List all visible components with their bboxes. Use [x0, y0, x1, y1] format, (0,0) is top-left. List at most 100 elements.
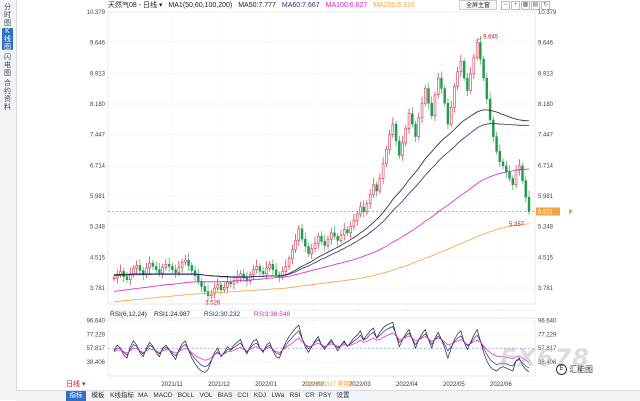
- candle-body: [297, 228, 301, 241]
- tab-lightning[interactable]: 闪电图: [4, 54, 11, 77]
- price-chart[interactable]: 10.379 10.379 9.646 9.646 8.913 8.913 8.180 8.1…: [0, 0, 640, 390]
- y-tick-label-right: 9.646: [538, 41, 554, 47]
- candle-body: [313, 243, 317, 250]
- candle-body: [427, 88, 430, 104]
- fullscreen-button[interactable]: 全屏主窗: [459, 0, 497, 10]
- candle-body: [417, 117, 420, 137]
- candle-body: [184, 259, 187, 263]
- candle-body: [255, 266, 258, 270]
- tab-kdj[interactable]: KDJ: [253, 392, 267, 399]
- candle-body: [125, 276, 129, 280]
- candle-body: [521, 165, 524, 181]
- candle-body: [518, 165, 521, 171]
- tab-lwa[interactable]: LWa: [271, 392, 285, 399]
- tab-ma[interactable]: MA: [138, 392, 148, 399]
- ma-title: MA1(50,60,100,200): [168, 2, 233, 9]
- candle-body: [261, 271, 265, 275]
- tab-template[interactable]: 模板: [91, 392, 105, 399]
- chart-icon[interactable]: ▤: [531, 1, 540, 10]
- last-price-arrow-icon: [569, 208, 573, 215]
- candle-body: [167, 264, 171, 267]
- candle-body: [223, 287, 226, 291]
- ma60-line: [114, 123, 530, 278]
- candle-body: [385, 148, 388, 165]
- grid-icon[interactable]: ▦: [521, 1, 530, 10]
- y-tick-label-left: 8.913: [90, 71, 106, 77]
- y-tick-label-right: 5.248: [538, 225, 554, 231]
- minus-icon[interactable]: −: [501, 1, 510, 10]
- candle-body: [433, 94, 437, 116]
- tab-indicator[interactable]: 指标: [66, 391, 86, 401]
- candle-body: [449, 107, 453, 125]
- candle-body: [388, 134, 391, 150]
- candle-body: [171, 266, 174, 270]
- candle-body: [339, 234, 343, 241]
- period-selector[interactable]: 日线 ▾: [66, 381, 86, 388]
- rsi-y-tick-left: 38.406: [87, 360, 106, 366]
- candle-body: [320, 235, 323, 242]
- tab-psy[interactable]: PSY: [318, 392, 332, 399]
- tab-macd[interactable]: MACD: [153, 392, 173, 399]
- candle-body: [268, 264, 271, 269]
- tab-boll[interactable]: BOLL: [177, 392, 195, 399]
- candle-body: [294, 240, 297, 250]
- candle-body: [475, 42, 479, 58]
- tab-settings[interactable]: 设置: [336, 392, 350, 399]
- tab-rsi[interactable]: RSI: [289, 392, 301, 399]
- candle-body: [193, 270, 197, 276]
- y-tick-label-left: 10.379: [87, 10, 106, 16]
- candle-body: [469, 73, 472, 91]
- plus-icon[interactable]: +: [511, 1, 520, 10]
- tab-vol[interactable]: VOL: [199, 392, 213, 399]
- tab-cr[interactable]: CR: [305, 392, 315, 399]
- symbol-selector[interactable]: 天然气08 - 日线 ▾: [108, 2, 163, 9]
- tab-kline[interactable]: K线图: [2, 28, 13, 51]
- y-tick-label-right: 4.515: [538, 255, 554, 261]
- period-label[interactable]: 日线: [66, 381, 80, 388]
- rsi-y-tick-right: 38.406: [538, 360, 557, 366]
- candle-body: [391, 123, 395, 135]
- tab-kline-indicator[interactable]: K线指标: [110, 392, 134, 399]
- candle-body: [245, 277, 249, 282]
- candle-body: [359, 206, 362, 215]
- refresh-icon[interactable]: ↻: [541, 1, 550, 10]
- candle-body: [378, 178, 382, 192]
- candle-body: [284, 266, 288, 272]
- rsi-y-tick-left: 96.640: [87, 318, 106, 324]
- rsi-panel-frame: [107, 317, 536, 377]
- y-tick-label-left: 5.981: [90, 194, 106, 200]
- candle-body: [456, 71, 459, 87]
- candle-body: [362, 206, 365, 213]
- candle-body: [466, 77, 469, 91]
- tab-cci[interactable]: CCI: [237, 392, 249, 399]
- crosshair-date-label: 2022/02/17 星期四: [306, 380, 356, 388]
- candle-body: [226, 281, 229, 288]
- candle-body: [164, 264, 168, 268]
- rsi3-line: [113, 332, 530, 363]
- candle-body: [265, 267, 268, 275]
- rsi-y-tick-left: 57.817: [87, 346, 106, 352]
- tab-contract-info[interactable]: 合约资料: [4, 80, 11, 111]
- candle-body: [300, 228, 304, 240]
- candle-body: [323, 240, 326, 246]
- candle-body: [248, 274, 252, 282]
- x-tick-label: 2022/06: [490, 382, 512, 388]
- low-annotation: 3.526: [205, 301, 221, 307]
- candle-body: [174, 269, 177, 273]
- candle-body: [482, 58, 485, 79]
- candle-body: [527, 197, 531, 212]
- candle-body: [420, 102, 424, 119]
- tab-bias[interactable]: BIAS: [217, 392, 233, 399]
- high-annotation: 9.645: [483, 35, 499, 41]
- candle-body: [216, 284, 219, 289]
- candle-body: [501, 161, 505, 167]
- candle-body: [365, 203, 369, 213]
- candle-body: [219, 284, 223, 291]
- candle-body: [232, 280, 236, 285]
- brand-badge: E 汇能图: [556, 364, 593, 376]
- tab-time-sharing[interactable]: 分时图: [4, 4, 11, 27]
- candle-body: [271, 264, 275, 270]
- ma200-value: MA200:5.316: [373, 2, 415, 9]
- candle-body: [514, 169, 518, 186]
- candle-body: [197, 275, 200, 282]
